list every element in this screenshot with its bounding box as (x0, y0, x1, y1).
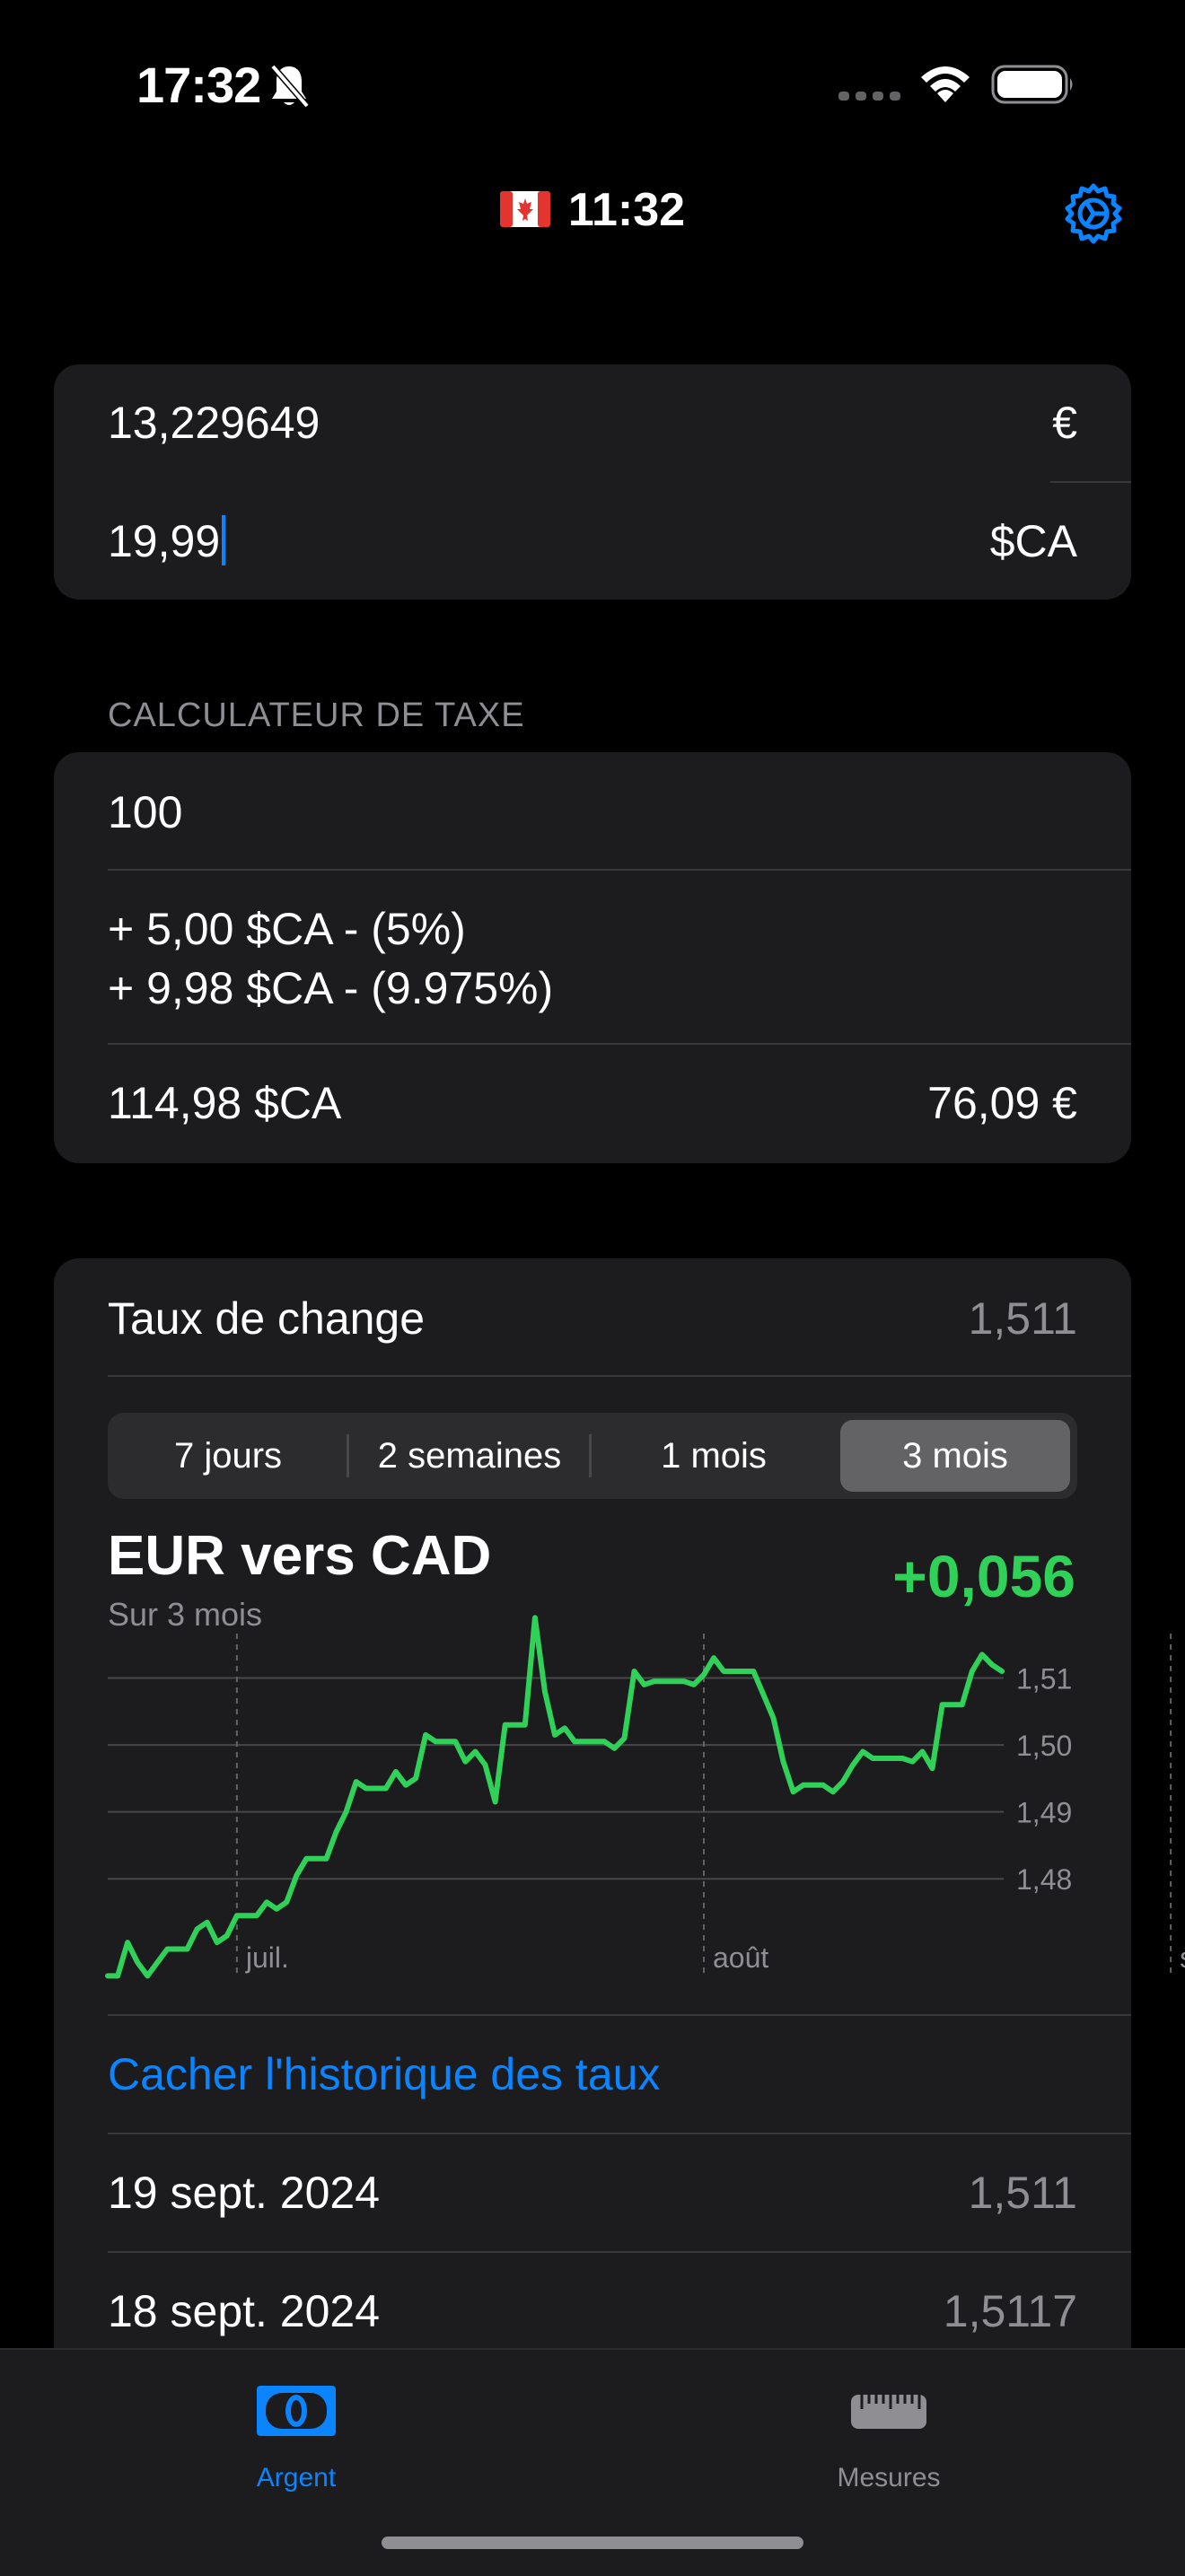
chart-y-tick-label: 1,49 (1016, 1797, 1072, 1829)
tax-separator-2 (108, 1043, 1131, 1045)
chart-title: EUR vers CAD (108, 1524, 491, 1588)
eur-amount-field[interactable]: 13,229649 (108, 397, 320, 449)
battery-icon (991, 65, 1075, 104)
chart-x-tick-label: août (713, 1941, 768, 1974)
eur-currency-symbol: € (1052, 397, 1077, 449)
gear-icon[interactable] (1061, 181, 1126, 246)
history-rate: 1,511 (969, 2167, 1077, 2219)
tab-mesures-label: Mesures (754, 2463, 1023, 2493)
header-time-text: 11:32 (568, 184, 685, 236)
tab-mesures[interactable]: Mesures (754, 2377, 1023, 2502)
exchange-rate-value: 1,511 (969, 1292, 1077, 1345)
banknote-icon (255, 2384, 338, 2438)
tax-total-cad: 114,98 $CA (108, 1077, 341, 1129)
chart-x-tick-label: juil. (245, 1941, 289, 1974)
exchange-rate-label: Taux de change (108, 1292, 425, 1345)
history-rate: 1,5117 (944, 2285, 1077, 2337)
cellular-dots-icon (838, 90, 901, 102)
chart-y-tick-label: 1,48 (1016, 1863, 1072, 1896)
period-segmented-control: 7 jours 2 semaines 1 mois 3 mois (108, 1413, 1077, 1499)
home-indicator (382, 2537, 803, 2549)
tax-separator-1 (108, 869, 1131, 871)
cad-amount-field[interactable]: 19,99 (108, 515, 225, 567)
tax-total-eur: 76,09 € (927, 1077, 1077, 1129)
status-time: 17:32 (136, 56, 260, 114)
period-tab-2-weeks[interactable]: 2 semaines (348, 1413, 591, 1499)
tab-argent-label: Argent (162, 2463, 431, 2493)
period-tab-1-month[interactable]: 1 mois (592, 1413, 835, 1499)
history-date: 19 sept. 2024 (108, 2167, 380, 2219)
tax-amount-field[interactable]: 100 (108, 786, 182, 838)
exchange-separator-2 (108, 2014, 1131, 2016)
exchange-separator-4 (108, 2251, 1131, 2253)
toggle-history-link[interactable]: Cacher l'historique des taux (108, 2048, 660, 2100)
wifi-icon (917, 61, 973, 104)
history-date: 18 sept. 2024 (108, 2285, 380, 2337)
exchange-separator-1 (108, 1375, 1131, 1377)
text-cursor (222, 515, 225, 565)
header-time: 11:32 (0, 183, 1185, 237)
cad-amount-value: 19,99 (108, 516, 220, 566)
chart-y-tick-label: 1,50 (1016, 1730, 1072, 1762)
period-tab-7-days[interactable]: 7 jours (108, 1413, 348, 1499)
converter-separator (1050, 481, 1131, 483)
period-tab-3-months[interactable]: 3 mois (840, 1413, 1070, 1499)
ruler-icon (849, 2393, 928, 2432)
canada-flag-icon (500, 191, 550, 227)
chart-y-tick-label: 1,51 (1016, 1662, 1072, 1695)
tax-section-title: CALCULATEUR DE TAXE (108, 697, 525, 735)
exchange-separator-3 (108, 2133, 1131, 2134)
tax-line-qst: + 9,98 $CA - (9.975%) (108, 962, 553, 1014)
bell-slash-icon (268, 63, 311, 110)
exchange-rate-chart: 1,51 1,50 1,49 1,48 juil. août sept. (0, 1598, 1185, 1993)
chart-series-line (108, 1617, 1002, 1976)
chart-x-tick-label: sept. (1180, 1941, 1185, 1974)
tab-argent[interactable]: Argent (162, 2377, 431, 2502)
cad-currency-symbol: $CA (990, 515, 1077, 567)
tax-line-gst: + 5,00 $CA - (5%) (108, 903, 466, 955)
